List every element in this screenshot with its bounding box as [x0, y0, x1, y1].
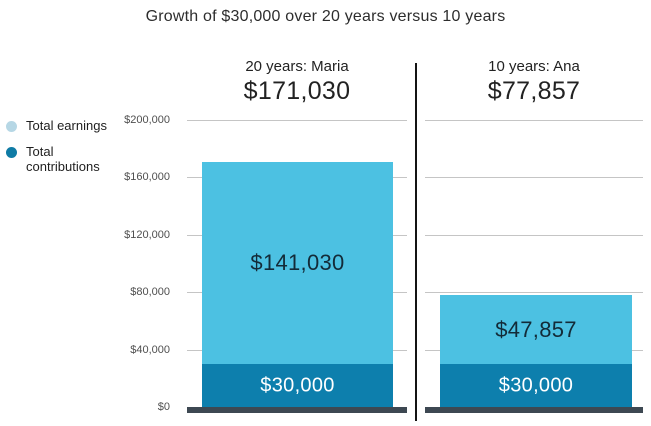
contributions-value-label: $30,000: [260, 374, 335, 396]
panel-heading-ana: 10 years: Ana: [488, 58, 580, 75]
earnings-value-label: $47,857: [495, 316, 577, 342]
gridline: [425, 292, 643, 294]
contributions-segment: [202, 364, 393, 407]
panel-total-ana: $77,857: [487, 77, 581, 105]
legend-item: Total contributions: [6, 144, 136, 174]
chart-title: Growth of $30,000 over 20 years versus 1…: [145, 8, 506, 25]
contributions-legend-dot-icon: [6, 147, 17, 158]
contributions-value-label: $30,000: [498, 374, 574, 396]
y-axis-tick-label: $0: [157, 401, 170, 413]
zero-axis-line: [187, 407, 407, 413]
panel-total-maria: $171,030: [243, 77, 351, 105]
legend-item: Total earnings: [6, 118, 136, 133]
panel-header-ana: 10 years: Ana $77,857: [425, 57, 643, 105]
y-axis-tick-label: $80,000: [130, 286, 170, 299]
legend-item-label: Total contributions: [26, 144, 100, 174]
earnings-value-label: $141,030: [250, 250, 345, 275]
panel-heading-maria: 20 years: Maria: [245, 58, 349, 75]
zero-axis-line: [425, 407, 643, 413]
gridline: [187, 120, 407, 121]
y-axis-tick-label: $120,000: [124, 228, 170, 241]
gridline: [425, 120, 643, 121]
stacked-bar: $141,030 $30,000: [202, 162, 393, 407]
panel-header-maria: 20 years: Maria $171,030: [187, 57, 407, 105]
earnings-segment: [440, 295, 632, 364]
earnings-segment: [202, 162, 393, 364]
panel-divider-line: [415, 63, 417, 421]
y-axis-tick-label: $200,000: [124, 114, 170, 126]
legend: Total earnings Total contributions: [6, 118, 136, 185]
legend-item-label: Total earnings: [26, 118, 107, 133]
y-axis-tick-label: $160,000: [124, 171, 170, 184]
earnings-legend-dot-icon: [6, 121, 17, 132]
y-axis-tick-label: $40,000: [130, 343, 170, 356]
stacked-bar: $47,857 $30,000: [440, 295, 632, 407]
contributions-segment: [440, 364, 632, 407]
gridline: [425, 177, 643, 179]
gridline: [425, 234, 643, 236]
